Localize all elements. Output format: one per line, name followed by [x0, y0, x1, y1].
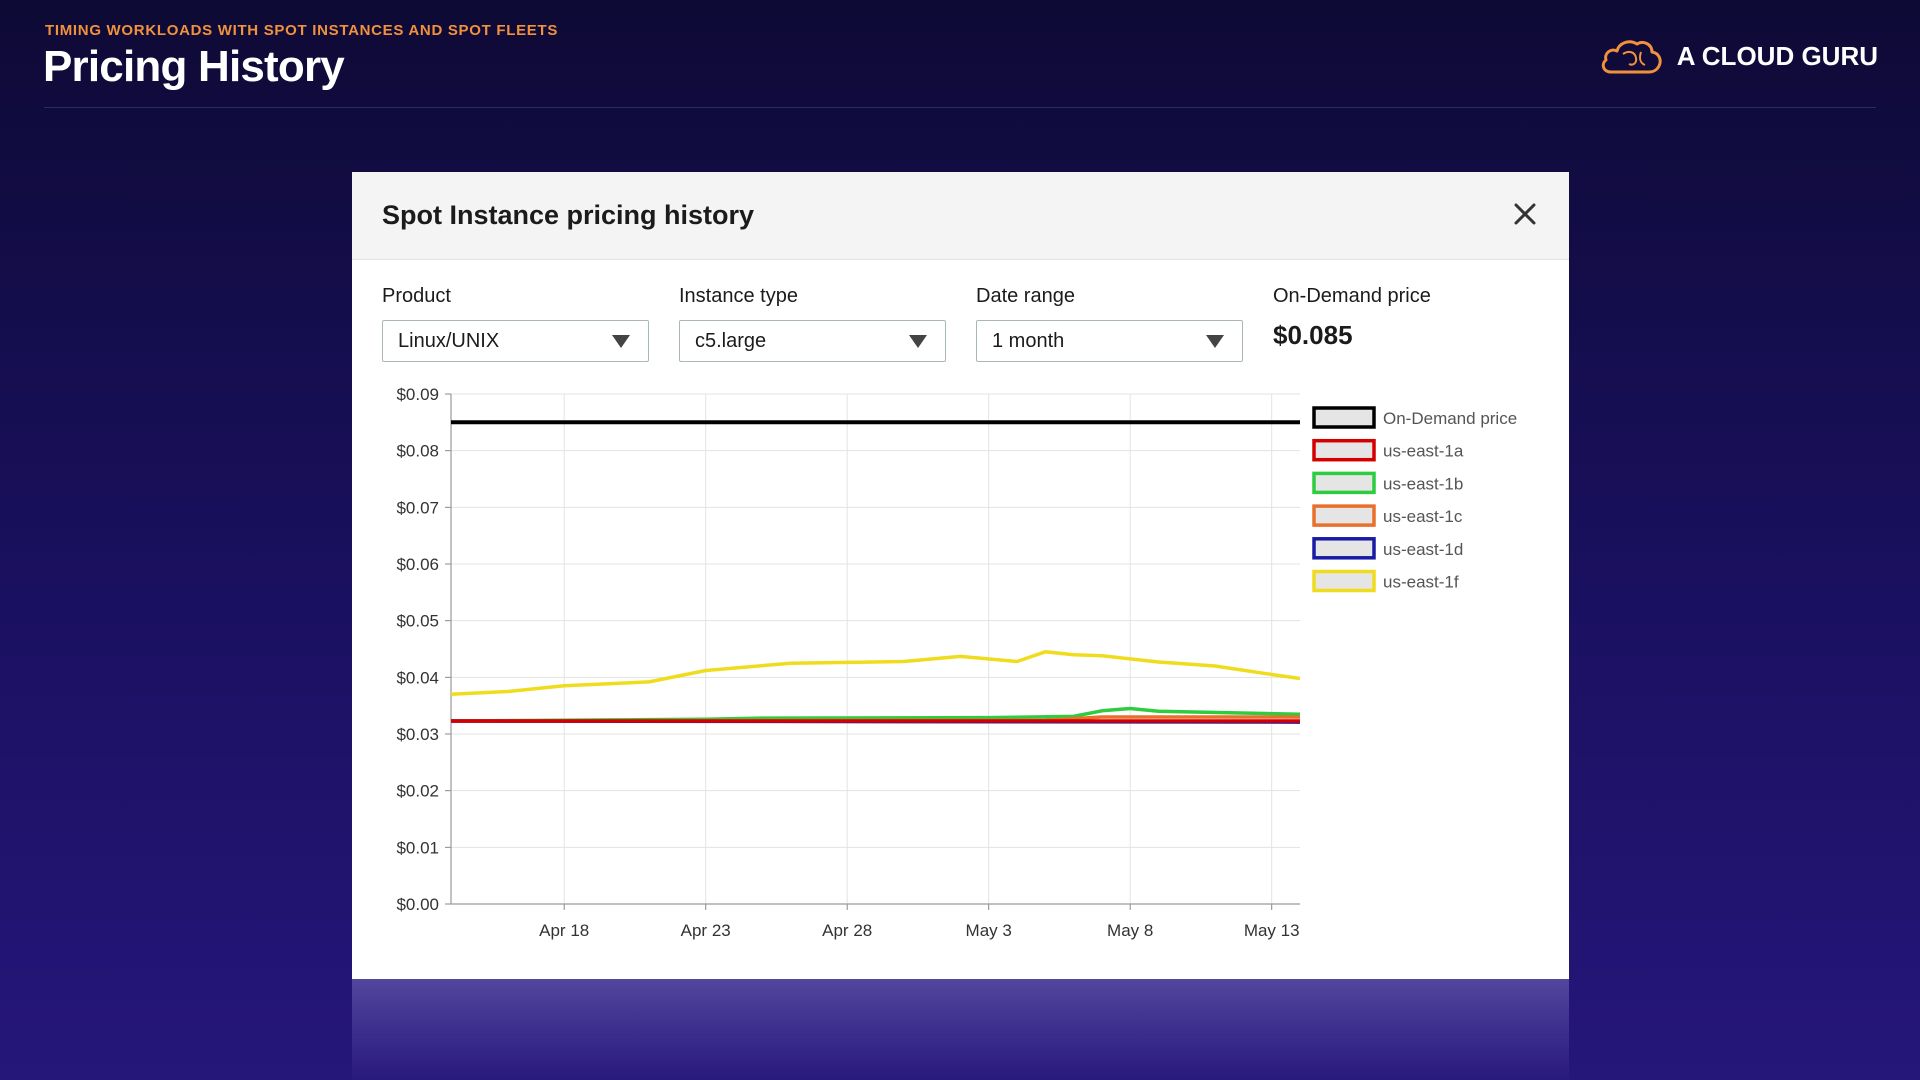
- legend-label: us-east-1a: [1383, 442, 1464, 461]
- date-range-select[interactable]: 1 month: [976, 320, 1243, 362]
- y-tick-label: $0.06: [396, 555, 439, 574]
- instance-type-field: Instance type c5.large: [679, 285, 946, 362]
- product-label: Product: [382, 285, 451, 307]
- instance-type-value: c5.large: [695, 329, 767, 352]
- pricing-history-modal: Spot Instance pricing history Product Li…: [352, 172, 1569, 979]
- legend-swatch: [1312, 569, 1376, 593]
- series-line-us-east-1f: [450, 650, 1301, 697]
- caret-down-icon: [1206, 334, 1224, 348]
- brand-name: A CLOUD GURU: [1676, 40, 1878, 71]
- on-demand-price: $0.085: [1273, 320, 1353, 350]
- cloud-icon: [1601, 40, 1662, 74]
- legend-label: On-Demand price: [1383, 409, 1517, 428]
- legend-swatch: [1312, 438, 1376, 462]
- x-tick-label: May 3: [966, 921, 1012, 940]
- y-tick-label: $0.09: [396, 385, 439, 404]
- modal-reflection: [352, 979, 1569, 1080]
- pricing-chart: $0.00 $0.01 $0.02 $0.03 $0.04 $0.05 $0.06 $0.07…: [396, 385, 1517, 940]
- header-divider: [44, 107, 1876, 108]
- product-field: Product Linux/UNIX: [382, 285, 649, 362]
- date-range-label: Date range: [976, 285, 1075, 307]
- caret-down-icon: [612, 334, 630, 348]
- slide-kicker: TIMING WORKLOADS WITH SPOT INSTANCES AND…: [45, 22, 559, 39]
- y-tick-label: $0.08: [396, 442, 439, 461]
- brand-logo: A CLOUD GURU: [1599, 36, 1878, 76]
- y-tick-label: $0.01: [396, 838, 439, 857]
- y-tick-label: $0.03: [396, 725, 439, 744]
- x-tick-label: Apr 28: [822, 921, 872, 940]
- y-tick-label: $0.00: [396, 895, 439, 914]
- legend-label: us-east-1c: [1383, 507, 1463, 526]
- caret-down-icon: [909, 334, 927, 348]
- on-demand-field: On-Demand price $0.085: [1273, 285, 1540, 351]
- instance-type-select[interactable]: c5.large: [679, 320, 946, 362]
- modal-header: Spot Instance pricing history: [352, 172, 1569, 260]
- product-select[interactable]: Linux/UNIX: [382, 320, 649, 362]
- date-range-field: Date range 1 month: [976, 285, 1243, 362]
- x-tick-label: Apr 23: [681, 921, 731, 940]
- x-tick-label: May 8: [1107, 921, 1153, 940]
- x-tick-label: Apr 18: [539, 921, 589, 940]
- legend-label: us-east-1b: [1383, 474, 1463, 493]
- legend-swatch: [1312, 504, 1376, 527]
- instance-type-label: Instance type: [679, 285, 798, 307]
- product-value: Linux/UNIX: [398, 329, 500, 352]
- series-line-us-east-1b: [450, 706, 1301, 723]
- y-tick-label: $0.04: [396, 668, 439, 687]
- legend-swatch: [1312, 471, 1376, 495]
- x-tick-label: May 13: [1244, 921, 1300, 940]
- on-demand-label: On-Demand price: [1273, 285, 1431, 307]
- date-range-value: 1 month: [992, 329, 1065, 352]
- legend-swatch: [1312, 537, 1376, 560]
- y-tick-label: $0.07: [396, 498, 439, 517]
- slide-title: Pricing History: [43, 42, 345, 91]
- close-icon[interactable]: [1509, 198, 1541, 230]
- legend-swatch: [1312, 406, 1376, 429]
- legend-label: us-east-1d: [1383, 540, 1463, 559]
- y-tick-label: $0.05: [396, 612, 439, 631]
- legend-label: us-east-1f: [1383, 573, 1459, 592]
- y-tick-label: $0.02: [396, 782, 439, 801]
- modal-title: Spot Instance pricing history: [382, 200, 755, 230]
